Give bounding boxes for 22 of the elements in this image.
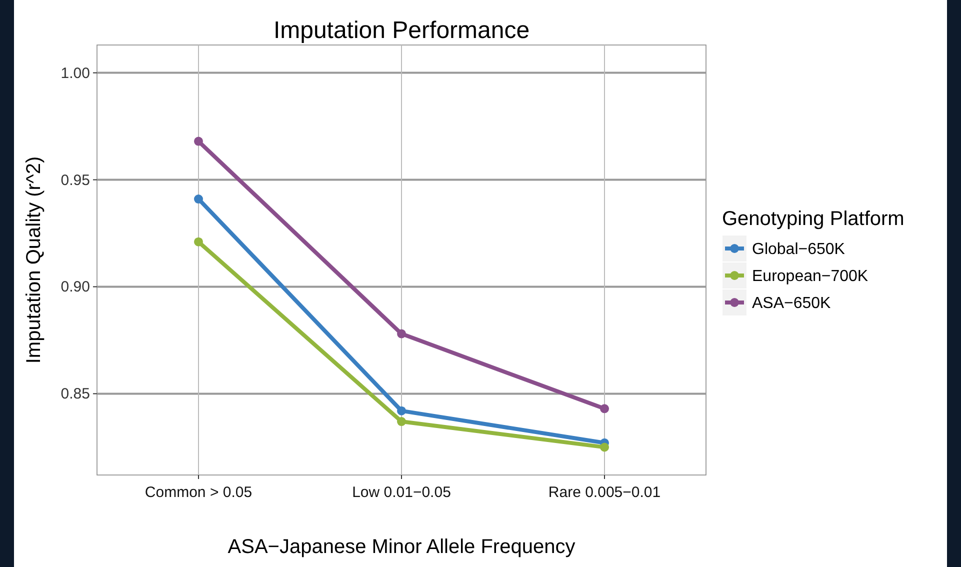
x-tick-label: Common > 0.05 [144,484,252,501]
point [397,406,406,416]
legend-title: Genotyping Platform [722,208,904,230]
y-tick-label: 1.00 [60,64,90,82]
point [600,404,609,414]
y-axis-title: Imputation Quality (r^2) [23,156,45,364]
point [397,417,406,426]
point [397,329,406,338]
legend-label: European−700K [752,268,868,285]
x-axis-title: ASA−Japanese Minor Allele Frequency [228,536,576,558]
x-tick-label: Rare 0.005−0.01 [548,484,661,501]
point [194,136,203,146]
y-tick-label: 0.90 [60,278,90,296]
x-tick-label: Low 0.01−0.05 [352,484,451,501]
legend-label: Global−650K [752,241,846,258]
y-tick-label: 0.85 [60,386,90,403]
y-tick-label: 0.95 [60,172,90,189]
legend-label: ASA−650K [752,295,832,312]
chart-title: Imputation Performance [273,17,530,44]
point [194,194,203,204]
point [194,237,203,246]
point [600,442,609,452]
